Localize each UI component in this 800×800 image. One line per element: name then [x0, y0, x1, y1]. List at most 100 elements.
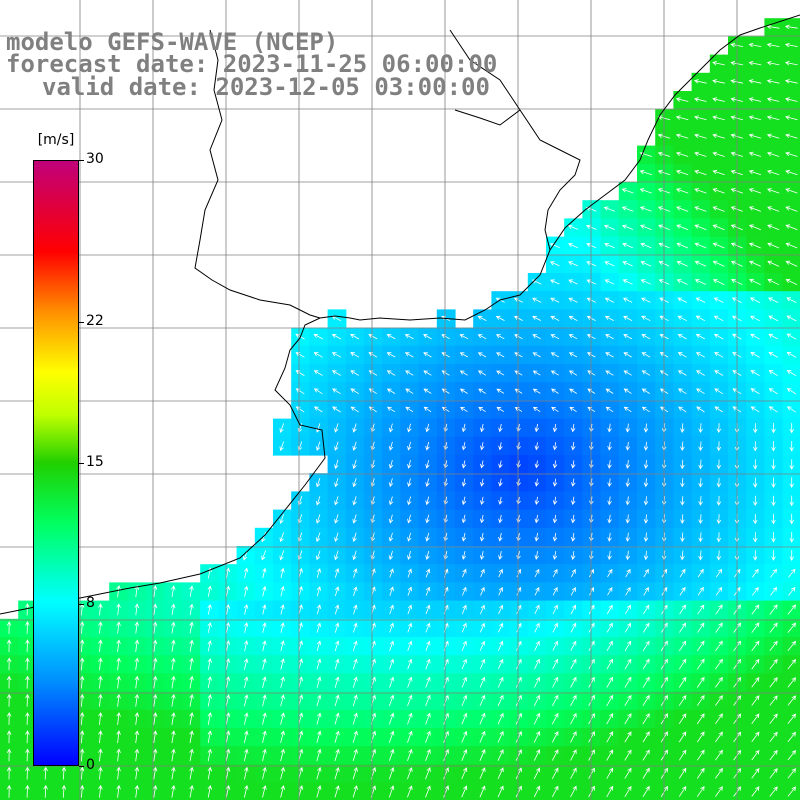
colorbar-tick: [79, 321, 84, 323]
wind-arrow: [550, 370, 559, 376]
wind-arrow: [134, 784, 140, 798]
colorbar-label: 8: [86, 595, 95, 612]
wind-cell: [564, 764, 583, 784]
wind-arrow: [116, 657, 121, 671]
wind-arrow: [189, 712, 194, 725]
wind-arrow: [586, 297, 596, 303]
wind-arrow: [352, 785, 358, 798]
wind-arrow: [189, 639, 194, 652]
wind-arrow: [243, 658, 249, 670]
wind-arrow: [768, 297, 779, 303]
wind-arrow: [680, 477, 685, 488]
wind-arrow: [352, 496, 357, 506]
wind-arrow: [498, 442, 503, 451]
wind-arrow: [698, 550, 703, 561]
wind-arrow: [423, 334, 432, 340]
wind-arrow: [79, 730, 85, 744]
wind-arrow: [697, 586, 704, 596]
wind-arrow: [262, 658, 267, 670]
wind-arrow: [642, 785, 650, 798]
wind-arrow: [386, 370, 396, 376]
wind-cell: [655, 637, 674, 656]
colorbar-label: 22: [86, 312, 104, 329]
wind-arrow: [25, 657, 30, 671]
wind-arrow: [495, 315, 505, 321]
wind-arrow: [678, 767, 687, 779]
wind-cell: [564, 564, 583, 583]
wind-arrow: [640, 242, 652, 249]
wind-arrow: [352, 767, 358, 780]
wind-arrow: [170, 585, 176, 597]
wind-arrow: [334, 496, 339, 506]
wind-arrow: [207, 603, 212, 615]
wind-arrow: [425, 496, 430, 506]
wind-arrow: [386, 406, 396, 413]
wind-arrow: [207, 694, 212, 707]
wind-arrow: [407, 532, 412, 542]
wind-cell: [655, 618, 674, 638]
wind-arrow: [552, 622, 558, 633]
wind-arrow: [407, 640, 413, 651]
wind-arrow: [552, 640, 558, 651]
country-border: [454, 109, 521, 126]
wind-arrow: [568, 297, 578, 303]
wind-arrow: [785, 115, 798, 121]
wind-cell: [600, 746, 620, 765]
wind-arrow: [423, 352, 432, 358]
wind-arrow: [570, 731, 577, 743]
wind-arrow: [316, 622, 322, 633]
wind-arrow: [570, 550, 576, 561]
wind-arrow: [750, 388, 760, 395]
wind-arrow: [771, 459, 776, 470]
wind-arrow: [643, 459, 649, 470]
wind-arrow: [607, 514, 612, 524]
wind-arrow: [770, 568, 778, 578]
wind-arrow: [388, 478, 394, 488]
wind-arrow: [134, 621, 140, 634]
wind-arrow: [748, 169, 762, 176]
wind-arrow: [461, 423, 467, 433]
wind-arrow: [280, 785, 285, 798]
wind-cell: [655, 746, 674, 765]
wind-arrow: [425, 622, 431, 633]
wind-cell: [582, 637, 602, 656]
wind-arrow: [771, 422, 776, 434]
wind-arrow: [715, 695, 723, 706]
wind-arrow: [641, 406, 650, 413]
wind-arrow: [606, 604, 613, 615]
wind-arrow: [697, 604, 705, 615]
wind-cell: [673, 673, 693, 693]
wind-cell: [582, 728, 602, 747]
wind-cell: [782, 309, 800, 329]
wind-arrow: [6, 657, 12, 671]
wind-arrow: [767, 169, 780, 176]
wind-arrow: [477, 315, 487, 321]
wind-arrow: [116, 675, 121, 689]
wind-arrow: [116, 784, 121, 798]
wind-arrow: [570, 532, 576, 542]
wind-cell: [582, 673, 602, 693]
wind-arrow: [516, 586, 522, 596]
wind-arrow: [552, 514, 558, 524]
wind-arrow: [588, 694, 595, 707]
wind-cell: [782, 327, 800, 347]
wind-arrow: [570, 676, 577, 688]
wind-arrow: [678, 640, 687, 652]
wind-arrow: [388, 748, 395, 762]
wind-cell: [764, 673, 784, 693]
wind-arrow: [25, 675, 30, 689]
wind-arrow: [388, 550, 394, 561]
wind-arrow: [316, 748, 322, 762]
wind-arrow: [767, 206, 780, 212]
wind-cell: [782, 345, 800, 365]
wind-arrow: [789, 531, 794, 543]
wind-cell: [728, 673, 747, 693]
wind-arrow: [316, 785, 322, 798]
wind-cell: [764, 564, 784, 583]
wind-arrow: [171, 766, 176, 780]
wind-arrow: [552, 604, 558, 615]
wind-arrow: [189, 585, 194, 597]
wind-arrow: [789, 513, 794, 525]
wind-arrow: [606, 749, 614, 761]
